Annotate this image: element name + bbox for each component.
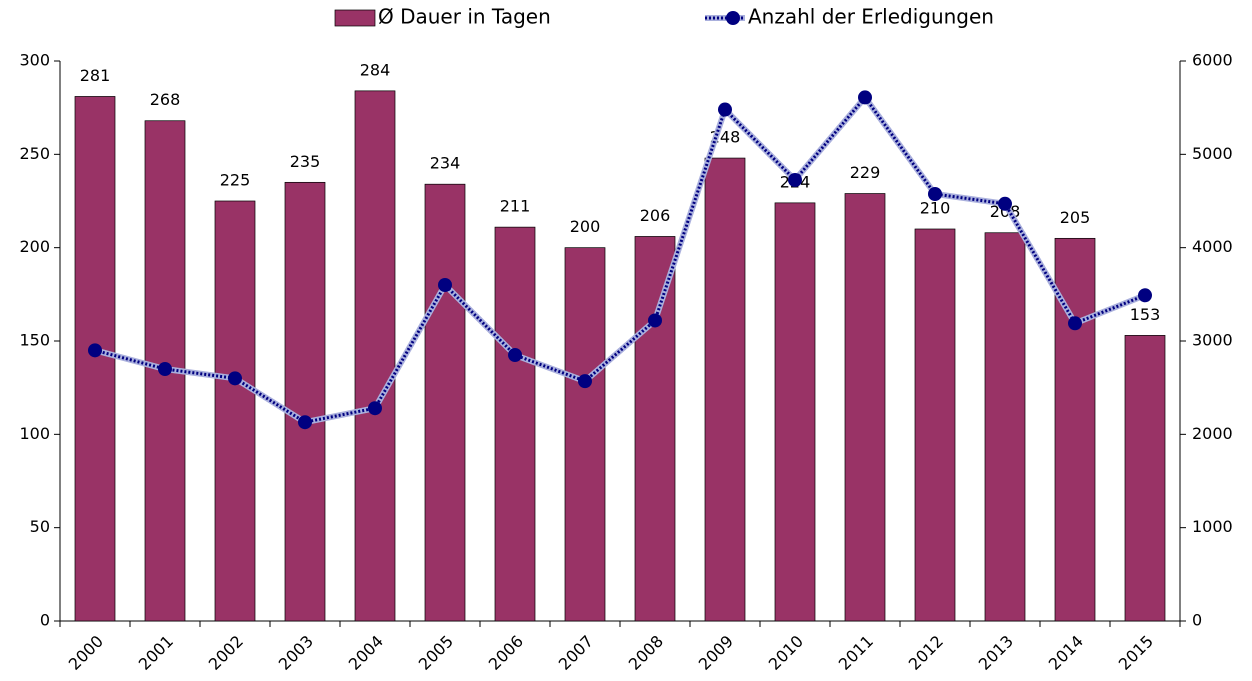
legend-marker bbox=[726, 11, 740, 25]
x-tick-label: 2003 bbox=[275, 632, 317, 674]
y-tick-label: 300 bbox=[19, 51, 50, 70]
marker bbox=[158, 362, 172, 376]
data-label: 153 bbox=[1130, 305, 1161, 324]
x-tick-label: 2000 bbox=[65, 632, 107, 674]
data-label: 210 bbox=[920, 199, 951, 218]
data-label: 235 bbox=[290, 152, 321, 171]
bar bbox=[774, 202, 816, 622]
bar bbox=[704, 157, 746, 622]
marker bbox=[788, 173, 802, 187]
marker bbox=[858, 90, 872, 105]
y2-tick-label: 2000 bbox=[1192, 424, 1233, 443]
data-label: 225 bbox=[220, 171, 251, 190]
data-label: 229 bbox=[850, 163, 881, 182]
x-tick-label: 2015 bbox=[1115, 632, 1157, 674]
marker bbox=[578, 374, 592, 389]
y2-tick-label: 6000 bbox=[1192, 51, 1233, 70]
x-tick-label: 2001 bbox=[135, 632, 177, 674]
data-label: 268 bbox=[150, 90, 181, 109]
marker bbox=[88, 343, 102, 358]
bar bbox=[564, 247, 606, 622]
bar bbox=[74, 96, 116, 622]
x-tick-label: 2014 bbox=[1045, 632, 1087, 674]
y2-tick-label: 0 bbox=[1192, 611, 1202, 630]
marker bbox=[1138, 288, 1152, 303]
y-tick-label: 250 bbox=[19, 144, 50, 163]
y2-tick-label: 5000 bbox=[1192, 144, 1233, 163]
bar bbox=[984, 232, 1026, 622]
x-tick-label: 2012 bbox=[905, 632, 947, 674]
y2-tick-label: 4000 bbox=[1192, 237, 1233, 256]
data-label: 205 bbox=[1060, 208, 1091, 227]
legend-label: Ø Dauer in Tagen bbox=[378, 5, 551, 29]
y2-tick-label: 1000 bbox=[1192, 517, 1233, 536]
marker bbox=[928, 187, 942, 201]
data-label: 200 bbox=[570, 217, 601, 236]
x-tick-label: 2009 bbox=[695, 632, 737, 674]
x-tick-label: 2010 bbox=[765, 632, 807, 674]
x-tick-label: 2007 bbox=[555, 632, 597, 674]
marker bbox=[718, 102, 732, 117]
line bbox=[94, 94, 1146, 424]
marker bbox=[1068, 316, 1082, 331]
bar bbox=[914, 228, 956, 622]
marker bbox=[438, 278, 452, 292]
bar bbox=[354, 90, 396, 622]
marker bbox=[508, 348, 522, 362]
marker bbox=[298, 415, 312, 430]
legend-swatch bbox=[334, 9, 376, 27]
data-label: 211 bbox=[500, 197, 531, 216]
marker bbox=[228, 371, 242, 386]
marker bbox=[648, 313, 662, 328]
bar bbox=[494, 226, 536, 622]
marker bbox=[368, 401, 382, 416]
y-tick-label: 100 bbox=[19, 424, 50, 443]
bar bbox=[1124, 335, 1166, 622]
data-label: 281 bbox=[80, 66, 111, 85]
y-tick-label: 200 bbox=[19, 237, 50, 256]
data-label: 284 bbox=[360, 60, 391, 79]
bar bbox=[214, 200, 256, 622]
y-tick-label: 50 bbox=[30, 517, 50, 536]
x-tick-label: 2004 bbox=[345, 632, 387, 674]
y2-tick-label: 3000 bbox=[1192, 331, 1233, 350]
legend-label: Anzahl der Erledigungen bbox=[748, 5, 994, 29]
bar bbox=[284, 181, 326, 622]
data-label: 206 bbox=[640, 206, 671, 225]
x-tick-label: 2011 bbox=[835, 632, 877, 674]
x-tick-label: 2006 bbox=[485, 632, 527, 674]
x-tick-label: 2008 bbox=[625, 632, 667, 674]
y-tick-label: 150 bbox=[19, 331, 50, 350]
data-label: 234 bbox=[430, 154, 461, 173]
y-tick-label: 0 bbox=[40, 611, 50, 630]
bar bbox=[634, 236, 676, 622]
bar bbox=[424, 183, 466, 622]
x-tick-label: 2013 bbox=[975, 632, 1017, 674]
bar bbox=[844, 193, 886, 622]
marker bbox=[998, 196, 1012, 211]
x-tick-label: 2005 bbox=[415, 632, 457, 674]
x-tick-label: 2002 bbox=[205, 632, 247, 674]
